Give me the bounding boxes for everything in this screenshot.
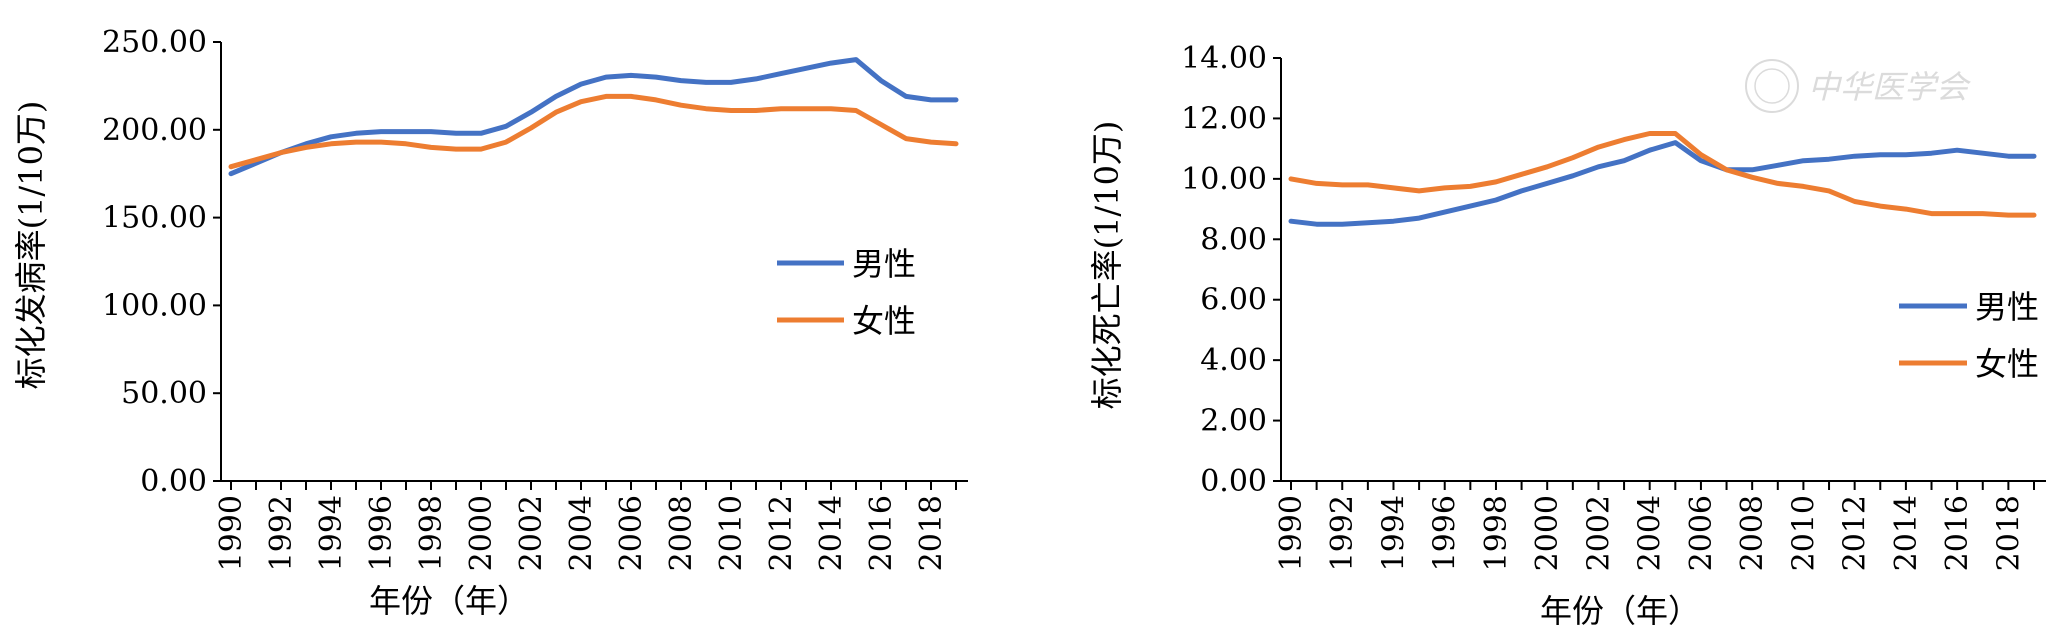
incidence-x-tick-label: 2018 — [914, 495, 949, 571]
mortality-x-tick-label: 1994 — [1376, 495, 1411, 571]
mortality-x-tick-label: 1996 — [1428, 495, 1463, 571]
mortality-x-tick-label: 2014 — [1889, 495, 1924, 571]
mortality-legend-label-male: 男性 — [1975, 288, 2039, 326]
mortality-x-tick-label: 2004 — [1633, 495, 1668, 571]
mortality-y-tick-label: 10.00 — [1181, 162, 1267, 197]
incidence-y-tick-label: 250.00 — [102, 25, 207, 60]
watermark-text: 中华医学会 — [1808, 68, 1971, 106]
mortality-legend: 男性 女性 — [1899, 288, 2039, 383]
incidence-series-line-male — [228, 57, 959, 177]
mortality-y-axis-title: 标化死亡率(1/10万) — [1088, 121, 1126, 410]
mortality-y-tick-label: 6.00 — [1200, 283, 1267, 318]
mortality-x-tick-label: 2018 — [1991, 495, 2026, 571]
mortality-x-axis-title: 年份（年） — [1540, 592, 1700, 630]
mortality-series-line-female — [1288, 131, 2037, 218]
incidence-y-tick-label: 150.00 — [102, 201, 207, 236]
mortality-x-tick-label: 2008 — [1735, 495, 1770, 571]
mortality-x-tick-label: 2006 — [1684, 495, 1719, 571]
incidence-x-tick-label: 1992 — [264, 495, 299, 571]
incidence-x-tick-label: 1994 — [314, 495, 349, 571]
incidence-y-tick-label: 50.00 — [121, 376, 207, 411]
incidence-x-tick-label: 1998 — [414, 495, 449, 571]
watermark-seal-inner-icon — [1754, 68, 1790, 104]
incidence-x-tick-label: 2014 — [814, 495, 849, 571]
mortality-y-tick-label: 12.00 — [1181, 101, 1267, 136]
incidence-x-tick-label: 1996 — [364, 495, 399, 571]
incidence-x-tick-label: 2008 — [664, 495, 699, 571]
incidence-y-tick-label: 200.00 — [102, 113, 207, 148]
incidence-x-tick-label: 2002 — [514, 495, 549, 571]
mortality-x-tick-label: 2010 — [1786, 495, 1821, 571]
incidence-x-tick-label: 2004 — [564, 495, 599, 571]
mortality-y-tick-label: 4.00 — [1200, 343, 1267, 378]
mortality-y-tick-label: 2.00 — [1200, 404, 1267, 439]
incidence-legend: 男性 女性 — [777, 245, 916, 340]
mortality-y-tick-label: 14.00 — [1181, 41, 1267, 76]
incidence-y-tick-label: 100.00 — [102, 288, 207, 323]
incidence-x-tick-label: 2006 — [614, 495, 649, 571]
mortality-x-tick-label: 2000 — [1530, 495, 1565, 571]
incidence-x-axis-title: 年份（年） — [369, 582, 529, 620]
watermark-seal-icon — [1745, 59, 1799, 113]
mortality-y-tick-label: 8.00 — [1200, 222, 1267, 257]
incidence-y-tick-label: 0.00 — [140, 464, 207, 499]
watermark: 中华医学会 — [1745, 59, 1971, 113]
mortality-series-line-male — [1288, 140, 2037, 227]
incidence-x-tick-label: 1990 — [214, 495, 249, 571]
mortality-x-tick-label: 1990 — [1274, 495, 1309, 571]
incidence-chart: 标化发病率(1/10万) 年份（年） 男性 女性 0.00 50.00 100.00… — [12, 25, 968, 620]
incidence-legend-label-male: 男性 — [852, 245, 916, 283]
incidence-x-tick-label: 2016 — [864, 495, 899, 571]
mortality-x-tick-label: 1998 — [1479, 495, 1514, 571]
incidence-y-axis-title: 标化发病率(1/10万) — [12, 101, 50, 390]
mortality-chart: 标化死亡率(1/10万) 年份（年） 男性 女性 0.00 2.00 4.00 6.0… — [1088, 41, 2046, 630]
incidence-x-tick-label: 2010 — [714, 495, 749, 571]
mortality-y-tick-label: 0.00 — [1200, 464, 1267, 499]
mortality-x-tick-label: 2016 — [1940, 495, 1975, 571]
mortality-legend-label-female: 女性 — [1975, 345, 2039, 383]
mortality-x-tick-label: 2002 — [1581, 495, 1616, 571]
incidence-series-line-female — [228, 93, 959, 170]
incidence-x-tick-label: 2000 — [464, 495, 499, 571]
mortality-x-tick-label: 1992 — [1325, 495, 1360, 571]
incidence-x-tick-label: 2012 — [764, 495, 799, 571]
incidence-legend-label-female: 女性 — [852, 302, 916, 340]
mortality-x-tick-label: 2012 — [1838, 495, 1873, 571]
